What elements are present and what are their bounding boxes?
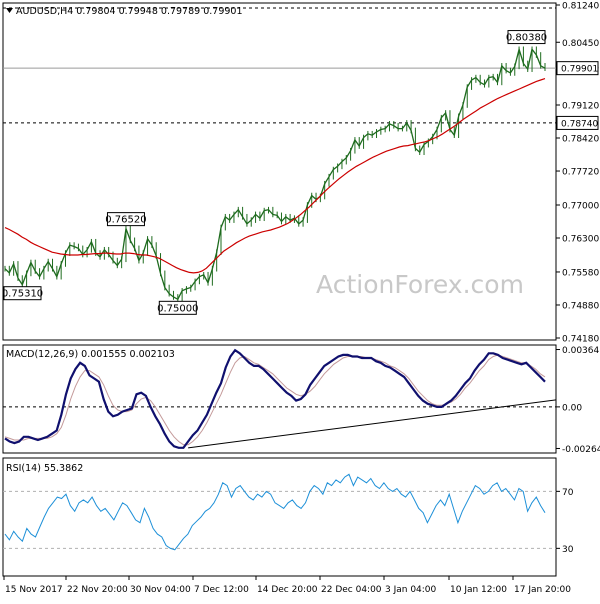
level-box [556, 115, 599, 130]
x-tick-label: 15 Nov 2017 [5, 585, 63, 595]
main-price-layer: 0.75310 0.76520 0.75000 0.80380 [2, 7, 556, 315]
annotation-label: 0.80380 [506, 33, 547, 44]
macd-trend-line [188, 399, 557, 449]
current-price-box [556, 61, 599, 76]
moving-average-series [4, 78, 546, 274]
main-y-tick-label: 0.75580 [562, 268, 599, 278]
main-y-tick-label: 0.74880 [562, 301, 599, 311]
axis-layer: 0.812400.804500.799100.791200.784200.777… [3, 2, 600, 595]
main-y-tick-label: 0.80450 [562, 39, 599, 49]
x-tick-label: 14 Dec 20:00 [257, 585, 318, 595]
current-price-label: 0.79901 [561, 65, 598, 75]
x-tick-label: 7 Dec 12:00 [194, 585, 249, 595]
main-y-tick-label: 0.81240 [562, 2, 599, 12]
price-annotation: 0.76520 [105, 212, 147, 227]
rsi-panel-frame [2, 457, 557, 577]
annotation-box [3, 286, 42, 301]
main-y-tick-label: 0.79120 [562, 101, 599, 111]
rsi-series [4, 473, 546, 551]
macd-y-tick-label: -0.00264 [562, 445, 600, 455]
macd-layer [3, 348, 557, 449]
main-y-tick-label: 0.77000 [562, 201, 599, 211]
annotation-label: 0.75310 [2, 289, 43, 300]
macd-header: MACD(12,26,9) 0.001555 0.002103 [6, 349, 175, 360]
annotation-box [507, 30, 546, 45]
x-tick-label: 30 Nov 04:00 [130, 585, 191, 595]
rsi-y-tick-label: 70 [562, 488, 574, 498]
annotation-label: 0.75000 [157, 303, 198, 314]
main-y-tick-label: 0.78420 [562, 135, 599, 145]
x-tick-label: 22 Nov 20:00 [67, 585, 128, 595]
price-annotation: 0.75000 [157, 300, 198, 315]
price-annotation: 0.80380 [506, 30, 547, 45]
level-marker: 0.78740 [556, 115, 599, 130]
price-series [4, 46, 546, 301]
annotation-box [106, 212, 145, 227]
rsi-y-tick-label: 30 [562, 545, 574, 555]
macd-y-tick-label: 0.00 [562, 403, 582, 413]
main-y-tick-label: 0.74180 [562, 335, 599, 345]
x-tick-label: 22 Dec 04:00 [321, 585, 382, 595]
rsi-layer [3, 473, 556, 551]
macd-series [4, 348, 546, 449]
watermark: ActionForex.com [316, 270, 524, 299]
macd-signal-series [4, 354, 546, 446]
level-label: 0.78740 [561, 119, 598, 129]
dropdown-triangle-icon[interactable] [6, 8, 13, 13]
price-annotation: 0.75310 [2, 286, 43, 301]
x-tick-label: 3 Jan 04:00 [385, 585, 437, 595]
main-y-tick-label: 0.76300 [562, 235, 599, 245]
annotation-box [158, 300, 197, 315]
main-y-tick-label: 0.77720 [562, 168, 599, 178]
annotation-label: 0.76520 [105, 215, 146, 226]
ohlc-header: AUDUSD,H4 0.79804 0.79948 0.79789 0.7990… [16, 6, 243, 17]
macd-panel-frame [2, 344, 557, 454]
x-tick-label: 10 Jan 12:00 [450, 585, 507, 595]
rsi-header: RSI(14) 55.3862 [6, 463, 83, 474]
macd-y-tick-label: 0.00364 [562, 346, 599, 356]
x-tick-label: 17 Jan 20:00 [514, 585, 571, 595]
current-price-marker: 0.79901 [556, 61, 599, 76]
